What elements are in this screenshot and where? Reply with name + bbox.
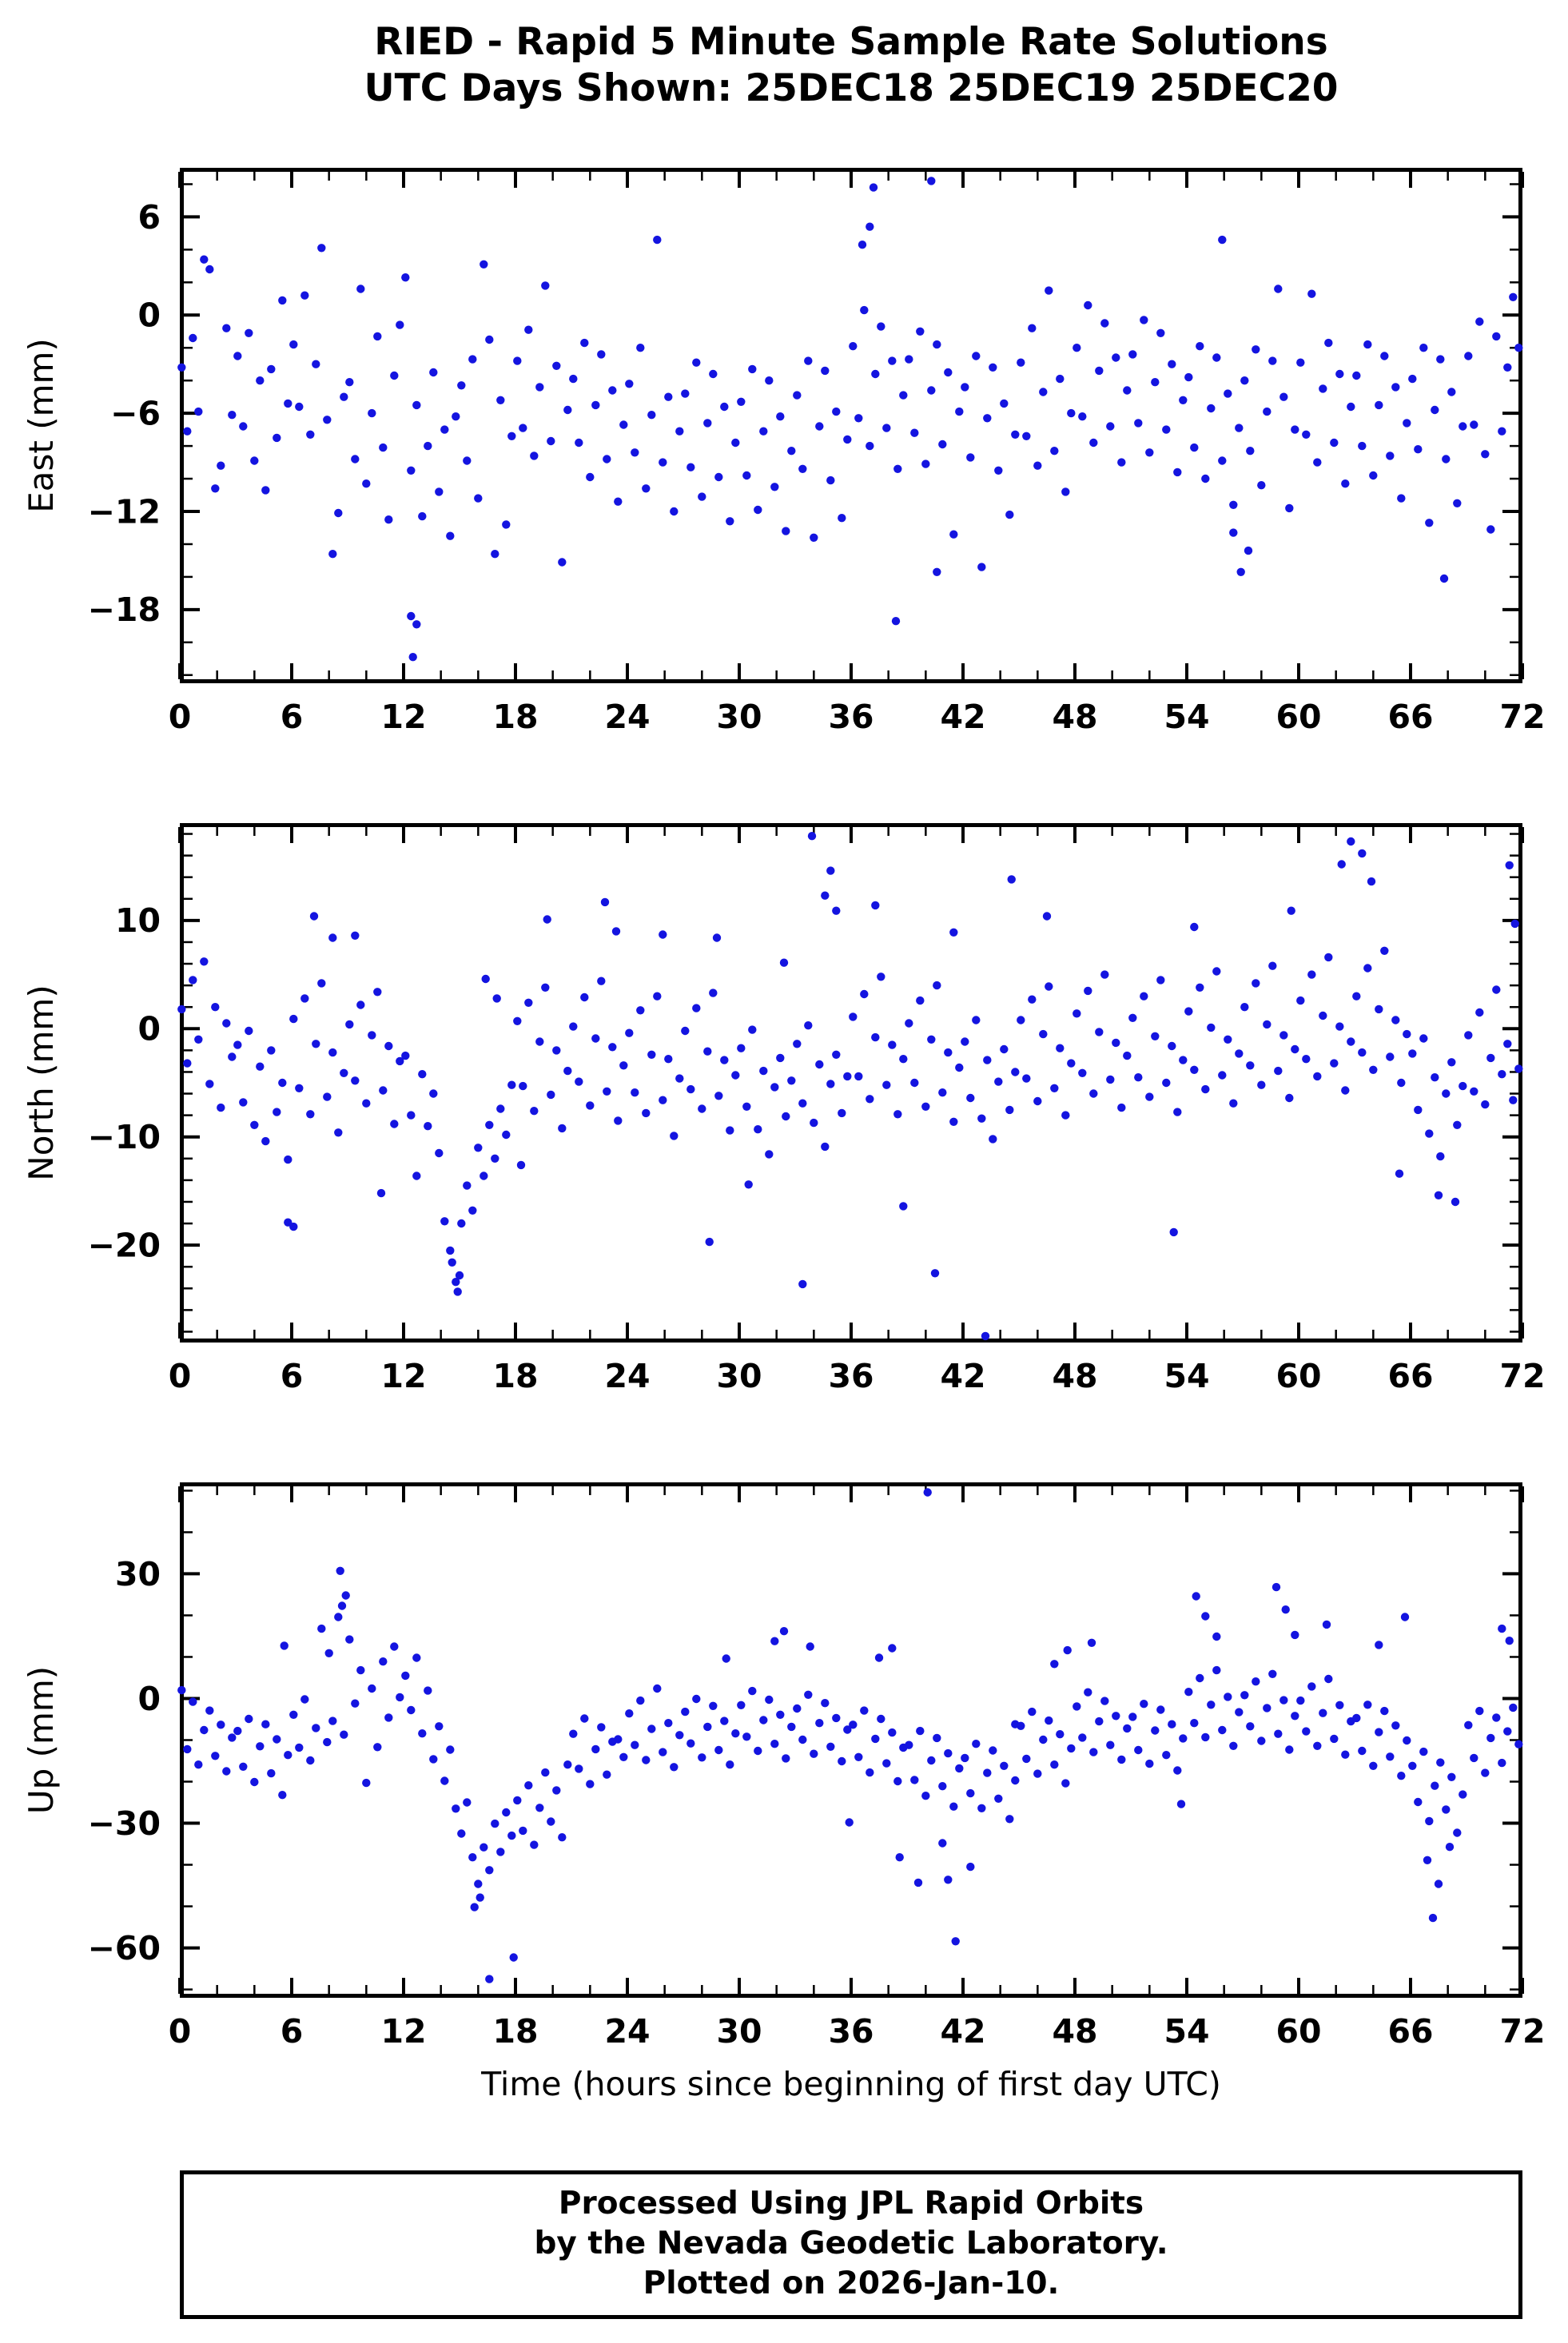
plot-frame bbox=[180, 823, 1522, 1343]
footer-line2: by the Nevada Geodetic Laboratory. bbox=[534, 2226, 1168, 2261]
svg-text:66: 66 bbox=[1387, 2012, 1433, 2051]
svg-text:42: 42 bbox=[940, 1357, 985, 1395]
svg-text:10: 10 bbox=[115, 901, 161, 940]
axis-ticks bbox=[178, 827, 1524, 1339]
svg-text:66: 66 bbox=[1387, 698, 1433, 736]
plot-title-line1: RIED - Rapid 5 Minute Sample Rate Soluti… bbox=[374, 20, 1328, 64]
y-axis-title: East (mm) bbox=[22, 338, 61, 513]
svg-text:6: 6 bbox=[137, 198, 161, 237]
north-plot-panel: 0 6 12 18 24 30 36 42 48 54 60 66 72 10 0 −10 −20 North (… bbox=[22, 823, 1546, 1395]
svg-text:0: 0 bbox=[137, 296, 161, 335]
svg-text:30: 30 bbox=[716, 1357, 762, 1395]
svg-text:12: 12 bbox=[380, 698, 426, 736]
svg-text:24: 24 bbox=[604, 1357, 650, 1395]
svg-text:54: 54 bbox=[1164, 698, 1209, 736]
svg-text:18: 18 bbox=[492, 2012, 538, 2051]
svg-text:0: 0 bbox=[169, 698, 192, 736]
svg-text:−18: −18 bbox=[88, 591, 161, 629]
svg-text:12: 12 bbox=[380, 2012, 426, 2051]
y-axis-title: North (mm) bbox=[22, 985, 61, 1180]
svg-text:−20: −20 bbox=[88, 1226, 161, 1264]
svg-text:72: 72 bbox=[1499, 2012, 1545, 2051]
footer-line3: Plotted on 2026-Jan-10. bbox=[643, 2265, 1060, 2301]
x-tick-labels: 0 6 12 18 24 30 36 42 48 54 60 66 72 bbox=[169, 2012, 1546, 2051]
svg-text:0: 0 bbox=[169, 1357, 192, 1395]
svg-text:60: 60 bbox=[1275, 698, 1321, 736]
svg-text:60: 60 bbox=[1275, 1357, 1321, 1395]
svg-text:36: 36 bbox=[828, 2012, 874, 2051]
svg-text:36: 36 bbox=[828, 1357, 874, 1395]
x-tick-labels: 0 6 12 18 24 30 36 42 48 54 60 66 72 bbox=[169, 698, 1546, 736]
svg-text:6: 6 bbox=[281, 1357, 304, 1395]
axis-ticks bbox=[178, 172, 1524, 679]
svg-text:−60: −60 bbox=[88, 1929, 161, 1967]
svg-text:54: 54 bbox=[1164, 2012, 1209, 2051]
svg-text:66: 66 bbox=[1387, 1357, 1433, 1395]
svg-text:72: 72 bbox=[1499, 698, 1545, 736]
y-tick-labels: 10 0 −10 −20 bbox=[88, 901, 161, 1264]
plot-title-line2: UTC Days Shown: 25DEC18 25DEC19 25DEC20 bbox=[364, 66, 1339, 110]
svg-text:48: 48 bbox=[1052, 1357, 1097, 1395]
plot-frame bbox=[180, 1482, 1522, 1998]
y-tick-labels: 30 0 −30 −60 bbox=[88, 1555, 161, 1967]
svg-text:48: 48 bbox=[1052, 698, 1097, 736]
svg-text:0: 0 bbox=[137, 1010, 161, 1048]
svg-text:60: 60 bbox=[1275, 2012, 1321, 2051]
plot-frame bbox=[180, 168, 1522, 683]
svg-text:18: 18 bbox=[492, 698, 538, 736]
svg-text:30: 30 bbox=[115, 1555, 161, 1593]
footer-line1: Processed Using JPL Rapid Orbits bbox=[558, 2186, 1144, 2222]
svg-text:24: 24 bbox=[604, 2012, 650, 2051]
y-axis-title: Up (mm) bbox=[22, 1666, 61, 1814]
svg-text:−10: −10 bbox=[88, 1118, 161, 1156]
svg-text:36: 36 bbox=[828, 698, 874, 736]
x-axis-title: Time (hours since beginning of first day… bbox=[481, 2065, 1221, 2103]
svg-text:72: 72 bbox=[1499, 1357, 1545, 1395]
svg-text:30: 30 bbox=[716, 2012, 762, 2051]
svg-text:6: 6 bbox=[281, 698, 304, 736]
data-points bbox=[177, 177, 1523, 662]
svg-text:0: 0 bbox=[169, 2012, 192, 2051]
svg-text:42: 42 bbox=[940, 698, 985, 736]
svg-text:−30: −30 bbox=[88, 1804, 161, 1843]
svg-text:54: 54 bbox=[1164, 1357, 1209, 1395]
footer-box: Processed Using JPL Rapid Orbits by the … bbox=[180, 2170, 1522, 2319]
svg-text:18: 18 bbox=[492, 1357, 538, 1395]
plot-title: RIED - Rapid 5 Minute Sample Rate Soluti… bbox=[180, 19, 1522, 112]
svg-text:42: 42 bbox=[940, 2012, 985, 2051]
svg-text:−12: −12 bbox=[88, 492, 161, 531]
svg-text:24: 24 bbox=[604, 698, 650, 736]
up-plot-panel: 0 6 12 18 24 30 36 42 48 54 60 66 72 30 0 −30 −60 Up (mm) bbox=[22, 1482, 1546, 2051]
svg-text:0: 0 bbox=[137, 1680, 161, 1718]
data-points bbox=[177, 832, 1523, 1341]
data-points bbox=[177, 1488, 1523, 1983]
axis-ticks bbox=[178, 1486, 1524, 1994]
svg-text:48: 48 bbox=[1052, 2012, 1097, 2051]
svg-text:6: 6 bbox=[281, 2012, 304, 2051]
svg-text:30: 30 bbox=[716, 698, 762, 736]
y-tick-labels: 6 0 −6 −12 −18 bbox=[88, 198, 161, 629]
svg-text:−6: −6 bbox=[110, 394, 161, 432]
svg-text:12: 12 bbox=[380, 1357, 426, 1395]
x-tick-labels: 0 6 12 18 24 30 36 42 48 54 60 66 72 bbox=[169, 1357, 1546, 1395]
